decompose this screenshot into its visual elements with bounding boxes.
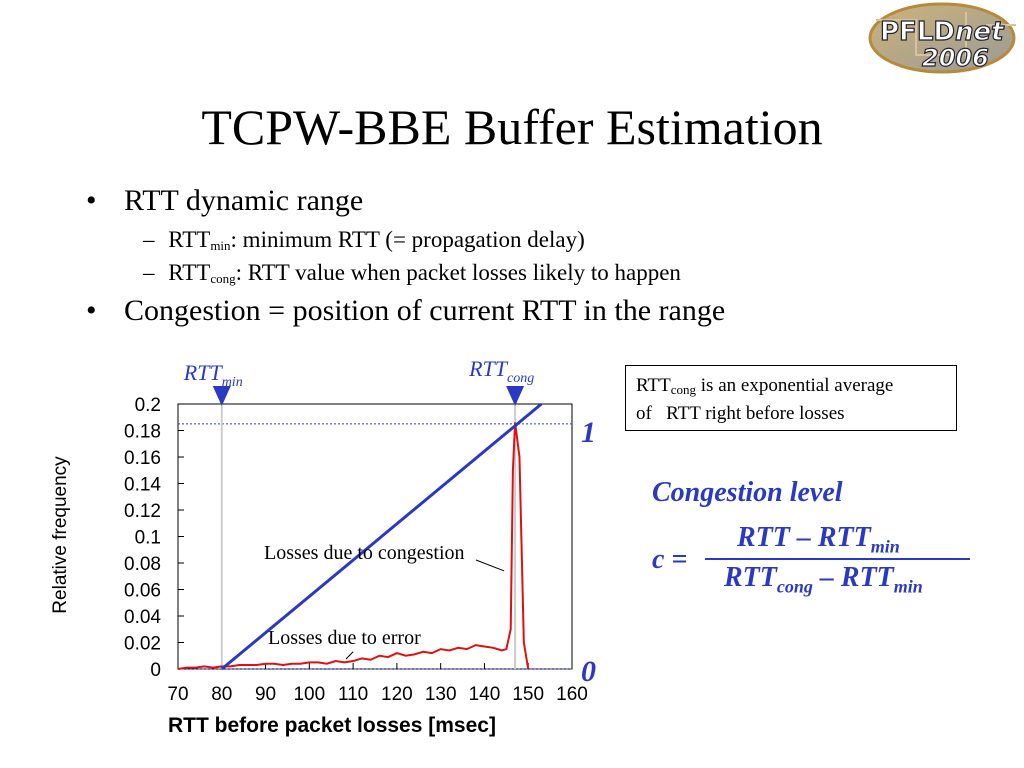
note-subscript: cong (670, 382, 697, 397)
y-tick-label: 0.08 (124, 554, 161, 575)
rtt-min-label-base: RTT (183, 360, 224, 385)
dash: – (143, 227, 155, 252)
rtt-cong-label-base: RTT (468, 356, 509, 381)
x-tick-label: 130 (425, 684, 457, 705)
sub-bullet-1-rest: : minimum RTT (= propagation delay) (230, 227, 585, 252)
formula-numerator: RTT – RTTmin (737, 522, 900, 558)
rtt-cong-marker (506, 386, 525, 406)
bullet-dot: • (86, 294, 97, 327)
rtt-min-label-sub: min (222, 375, 243, 390)
y-tick-label: 0.2 (135, 395, 161, 416)
sub-bullet-2: – RTTcong: RTT value when packet losses … (143, 260, 681, 287)
x-tick-label: 90 (255, 684, 276, 705)
annotation-congestion-losses: Losses due to congestion (264, 542, 465, 564)
dash: – (143, 260, 155, 285)
svg-text:PFLDnet: PFLDnet (880, 17, 1005, 47)
sub-bullet-2-base: RTT (168, 260, 211, 285)
y-tick-label: 0.14 (124, 475, 161, 496)
bullet-2-text: Congestion = position of current RTT in … (124, 294, 726, 327)
y-tick-label: 0.1 (135, 528, 161, 549)
x-tick-label: 110 (338, 684, 368, 705)
formula-denominator: RTTcong – RTTmin (724, 562, 923, 598)
note-line1: is an exponential average (696, 375, 894, 396)
sub-bullet-2-subscript: cong (210, 271, 236, 286)
logo-text-a: PFLD (880, 17, 955, 47)
sub-bullet-1: – RTTmin: minimum RTT (= propagation del… (143, 227, 585, 254)
rtt-min-marker (212, 386, 231, 406)
x-tick-label: 80 (211, 684, 232, 705)
level-1-label: 1 (581, 416, 596, 449)
formula-den-sub2: min (893, 576, 923, 597)
sub-bullet-2-rest: : RTT value when packet losses likely to… (235, 260, 681, 285)
pfldnet-logo: PFLDnet 2006 (856, 0, 1024, 76)
sub-bullet-1-base: RTT (168, 227, 211, 252)
annotation-error-arrow (345, 651, 354, 660)
chart-ticks: 70 80 90 100 110 120 130 140 150 160 0 0.02 0.04 0.06… (124, 395, 588, 705)
y-tick-label: 0.18 (124, 422, 161, 443)
x-tick-label: 120 (381, 684, 413, 705)
formula-den-sub1: cong (776, 576, 813, 597)
x-tick-label: 100 (293, 684, 325, 705)
rtt-cong-label-sub: cong (507, 371, 534, 386)
x-tick-labels: 70 80 90 100 110 120 130 140 150 160 (167, 684, 587, 705)
x-tick-label: 160 (556, 684, 588, 705)
level-0-label: 0 (581, 655, 596, 688)
formula-lhs: c = (652, 544, 688, 575)
bullet-dot: • (86, 184, 97, 217)
y-tick-label: 0 (150, 660, 161, 681)
note-box: RTTcong is an exponential average of RTT… (625, 365, 957, 431)
y-tick-label: 0.06 (124, 581, 161, 602)
rtt-min-label: RTTmin (183, 360, 243, 390)
annotation-congestion-arrow (475, 559, 505, 572)
y-tick-label: 0.02 (124, 634, 161, 655)
fraction-bar (705, 558, 970, 560)
formula-num-sub: min (870, 536, 900, 557)
note-line2: of RTT right before losses (636, 403, 845, 424)
formula-heading: Congestion level (652, 477, 843, 508)
y-tick-label: 0.04 (124, 607, 161, 628)
x-tick-label: 70 (167, 684, 188, 705)
slide-title: TCPW-BBE Buffer Estimation (201, 99, 823, 155)
frequency-series-line (177, 422, 530, 670)
annotation-error-losses: Losses due to error (268, 627, 421, 649)
bullet-2: • Congestion = position of current RTT i… (86, 294, 725, 328)
note-base: RTT (636, 375, 671, 396)
logo-text-b: net (955, 17, 1005, 47)
formula-den-base1: RTT (724, 562, 777, 593)
sub-bullet-1-subscript: min (210, 238, 231, 253)
y-tick-label: 0.12 (124, 501, 161, 522)
x-tick-label: 140 (469, 684, 501, 705)
x-axis-label: RTT before packet losses [msec] (168, 714, 496, 737)
congestion-range-line (220, 402, 543, 671)
x-tick-label: 150 (512, 684, 544, 705)
bullet-1-text: RTT dynamic range (124, 184, 364, 217)
rtt-cong-label: RTTcong (468, 356, 534, 386)
formula-num-base: RTT – RTT (737, 522, 871, 553)
formula-den-mid: – RTT (812, 562, 894, 593)
bullet-1: • RTT dynamic range (86, 184, 363, 218)
pfldnet-logo-graphic: PFLDnet 2006 (856, 0, 1024, 76)
logo-year: 2006 (922, 44, 989, 72)
y-tick-label: 0.16 (124, 448, 161, 469)
